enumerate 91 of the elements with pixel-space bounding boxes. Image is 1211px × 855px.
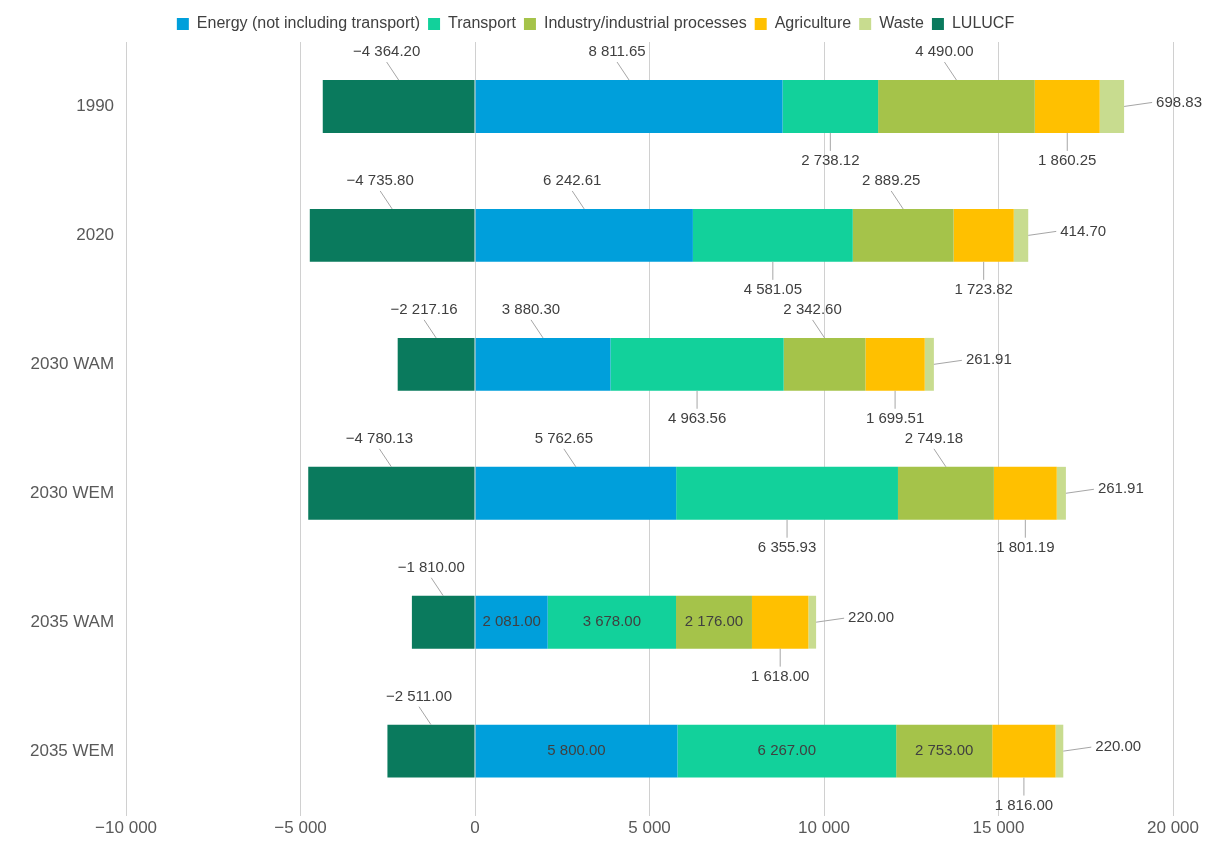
data-label: −1 810.00 <box>397 557 465 575</box>
bar <box>1034 80 1100 133</box>
data-label: −2 217.16 <box>390 300 458 318</box>
data-label: 2 342.60 <box>783 300 842 318</box>
data-label: 3 678.00 <box>582 612 642 630</box>
data-label: 4 963.56 <box>667 408 727 426</box>
bar <box>610 337 784 391</box>
bar <box>896 724 993 778</box>
data-label: 1 801.19 <box>996 537 1055 555</box>
bar <box>783 337 866 391</box>
bar <box>1099 80 1125 133</box>
legend-label: Energy (not including transport) <box>196 14 421 32</box>
x-tick-label: 5 000 <box>628 818 671 838</box>
bar <box>475 208 693 262</box>
bar <box>878 80 1035 133</box>
data-label: 1 723.82 <box>954 279 1013 297</box>
data-label: 4 581.05 <box>743 279 803 297</box>
y-tick-label: 2030 WAM <box>30 354 115 374</box>
data-label: −4 735.80 <box>346 171 414 189</box>
data-label: 3 880.30 <box>501 300 561 318</box>
data-label: 6 242.61 <box>543 171 602 189</box>
legend-label: Transport <box>448 14 517 32</box>
bar <box>751 595 809 649</box>
data-label: 1 860.25 <box>1038 151 1097 169</box>
data-label: 220.00 <box>848 608 894 626</box>
bar <box>475 724 678 778</box>
bar <box>1013 208 1029 262</box>
bar <box>475 466 677 520</box>
bar <box>865 337 925 391</box>
y-tick-label: 1990 <box>76 96 115 116</box>
bar <box>676 595 752 649</box>
y-tick-label: 2030 WEM <box>29 482 115 502</box>
bar <box>322 80 475 133</box>
data-label: 220.00 <box>1095 737 1142 755</box>
data-label: 261.91 <box>965 350 1012 368</box>
x-tick-label: 0 <box>470 818 480 838</box>
bar <box>676 466 898 520</box>
x-tick-label: 20 000 <box>1147 818 1199 838</box>
bar <box>677 724 897 778</box>
bar <box>387 724 475 778</box>
bar <box>309 208 475 262</box>
data-label: 2 176.00 <box>684 612 744 630</box>
bar <box>692 208 853 262</box>
bar <box>308 466 475 520</box>
x-tick-label: −10 000 <box>95 818 158 838</box>
x-tick-label: 15 000 <box>972 818 1025 838</box>
data-label: 4 490.00 <box>915 42 974 60</box>
data-label: 2 749.18 <box>904 428 964 446</box>
x-tick-label: 10 000 <box>798 818 851 838</box>
bar <box>475 80 783 133</box>
legend-label: Agriculture <box>774 14 852 32</box>
bar <box>1055 724 1064 778</box>
bar <box>808 595 817 649</box>
data-label: −4 780.13 <box>345 428 413 446</box>
bar <box>475 337 611 391</box>
bar <box>897 466 994 520</box>
legend-label: Industry/industrial processes <box>543 14 747 32</box>
bar <box>397 337 475 391</box>
legend-label: Waste <box>879 14 925 32</box>
y-tick-label: 2020 <box>76 225 115 245</box>
data-label: 8 811.65 <box>588 42 646 60</box>
data-label: 2 738.12 <box>801 151 860 169</box>
legend-label: LULUCF <box>951 14 1015 32</box>
data-label: 2 753.00 <box>915 741 974 759</box>
data-label: 414.70 <box>1060 221 1107 239</box>
bar <box>1056 466 1066 520</box>
x-tick-label: −5 000 <box>274 818 327 838</box>
bar <box>953 208 1014 262</box>
data-label: 1 816.00 <box>994 795 1054 813</box>
bar <box>782 80 879 133</box>
data-label: 698.83 <box>1156 92 1202 110</box>
data-label: −4 364.20 <box>353 42 421 60</box>
bar <box>475 595 548 649</box>
bar <box>993 466 1057 520</box>
y-tick-label: 2035 WAM <box>30 611 115 631</box>
data-label: 5 762.65 <box>534 428 594 446</box>
data-label: −2 511.00 <box>385 686 453 704</box>
data-label: 6 355.93 <box>757 537 817 555</box>
y-tick-label: 2035 WEM <box>29 740 115 760</box>
data-label: 2 889.25 <box>861 171 921 189</box>
bar <box>992 724 1056 778</box>
data-label: 1 618.00 <box>751 666 810 684</box>
bar <box>411 595 475 649</box>
bar <box>547 595 677 649</box>
bar <box>924 337 934 391</box>
data-label: 2 081.00 <box>482 612 541 630</box>
bar <box>852 208 954 262</box>
data-label: 261.91 <box>1097 479 1144 497</box>
data-label: 1 699.51 <box>865 408 925 426</box>
data-label: 6 267.00 <box>757 741 817 759</box>
data-label: 5 800.00 <box>547 741 606 759</box>
